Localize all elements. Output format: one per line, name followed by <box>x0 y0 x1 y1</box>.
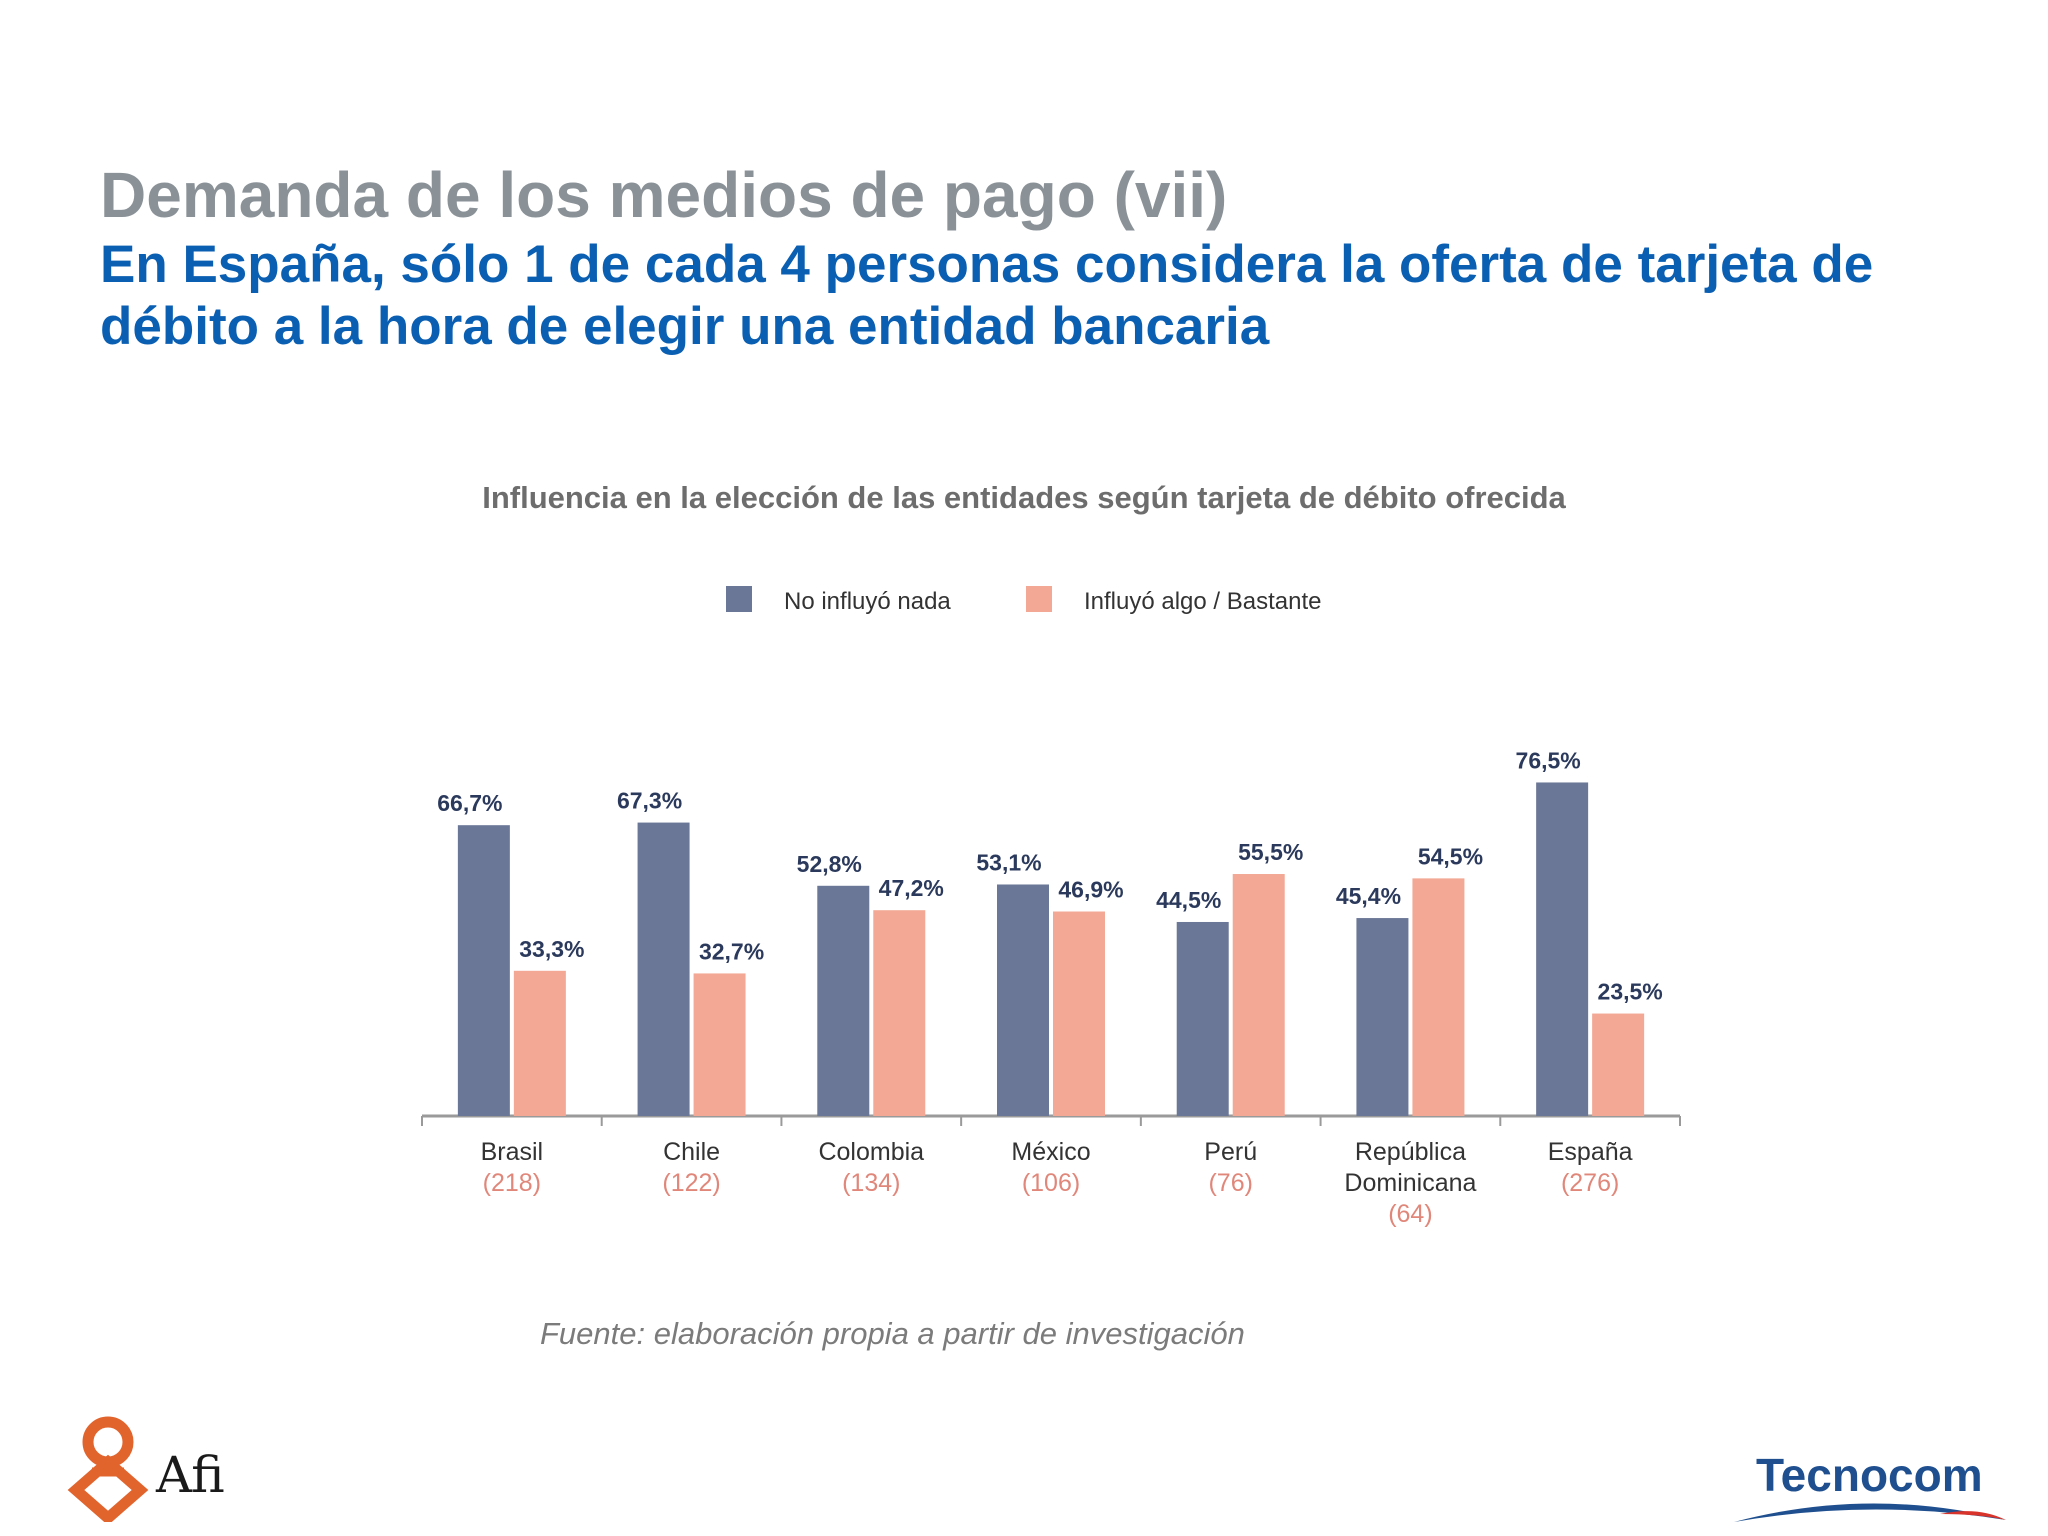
bar <box>997 884 1049 1116</box>
bar <box>457 825 510 1116</box>
tecnocom-logo-text: Tecnocom <box>1756 1449 1983 1501</box>
x-tick-label: Colombia <box>818 1138 924 1166</box>
legend-label: Influyó algo / Bastante <box>1084 588 1322 615</box>
bar-chart: No influyó nada Influyó algo / Bastante 66… <box>421 586 1681 1228</box>
bar <box>693 973 746 1116</box>
tecnocom-swoosh-icon <box>1734 1503 2006 1522</box>
data-label: 55,5% <box>1238 839 1303 865</box>
bar <box>1592 1013 1645 1116</box>
data-label: 44,5% <box>1156 887 1221 913</box>
chart-title: Influencia en la elección de las entidad… <box>482 480 1566 515</box>
bar <box>1232 874 1285 1116</box>
legend-swatch <box>726 586 752 612</box>
x-tick-label: Brasil <box>481 1138 544 1166</box>
x-tick-label: España <box>1548 1138 1633 1166</box>
source-note: Fuente: elaboración propia a partir de i… <box>540 1316 1245 1351</box>
sample-size-label: (218) <box>483 1169 541 1197</box>
bar <box>513 970 566 1116</box>
data-label: 66,7% <box>437 790 502 816</box>
x-tick-label: Perú <box>1204 1138 1257 1166</box>
x-tick-label: Dominicana <box>1344 1169 1476 1197</box>
bar <box>1356 918 1409 1116</box>
sample-size-label: (276) <box>1561 1169 1619 1197</box>
afi-logo-icon <box>67 1416 149 1522</box>
data-label: 33,3% <box>519 936 584 962</box>
afi-logo-text: Afi <box>156 1446 225 1504</box>
x-tick-label: República <box>1355 1138 1466 1166</box>
sample-size-label: (106) <box>1022 1169 1080 1197</box>
slide-subtitle: En España, sólo 1 de cada 4 personas con… <box>100 235 1874 356</box>
bar <box>817 885 870 1116</box>
data-label: 53,1% <box>976 849 1041 875</box>
bar <box>1053 911 1105 1116</box>
sample-size-label: (64) <box>1388 1200 1432 1228</box>
data-label: 67,3% <box>617 788 682 814</box>
data-label: 23,5% <box>1598 979 1663 1005</box>
bar <box>1536 782 1589 1116</box>
x-tick-label: México <box>1011 1138 1090 1166</box>
data-label: 46,9% <box>1058 877 1123 903</box>
bar <box>1412 878 1465 1116</box>
data-label: 76,5% <box>1516 747 1581 773</box>
bar <box>637 822 690 1116</box>
bar <box>873 910 926 1116</box>
data-label: 47,2% <box>879 875 944 901</box>
legend-label: No influyó nada <box>784 588 951 615</box>
legend-swatch <box>1026 586 1052 612</box>
sample-size-label: (134) <box>842 1169 900 1197</box>
data-label: 52,8% <box>797 851 862 877</box>
bar <box>1176 921 1229 1116</box>
data-label: 45,4% <box>1336 883 1401 909</box>
data-label: 54,5% <box>1418 843 1483 869</box>
sample-size-label: (122) <box>662 1169 720 1197</box>
data-label: 32,7% <box>699 938 764 964</box>
sample-size-label: (76) <box>1208 1169 1252 1197</box>
slide-title: Demanda de los medios de pago (vii) <box>100 159 1228 231</box>
x-tick-label: Chile <box>663 1138 720 1166</box>
